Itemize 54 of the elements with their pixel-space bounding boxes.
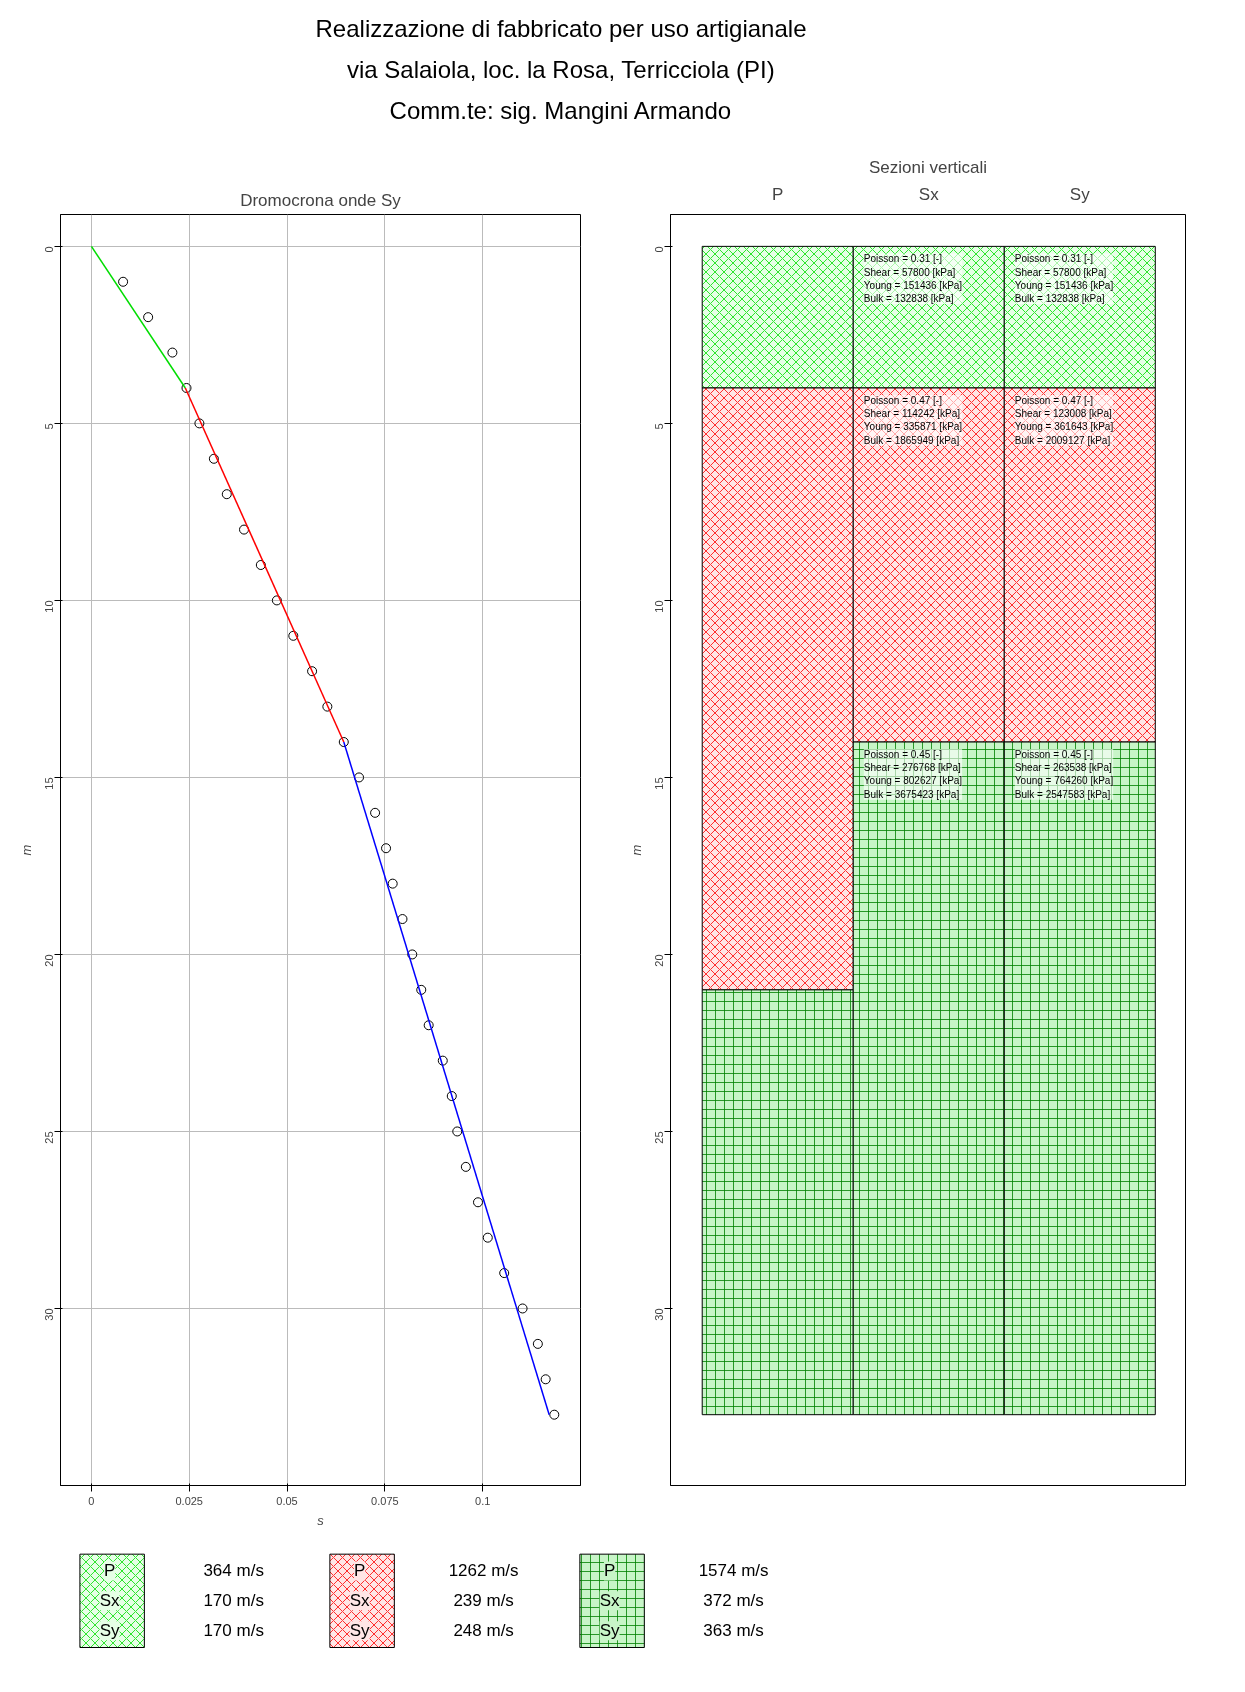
annotation: Poisson = 0.31 [-] Shear = 57800 [kPa] Young = 151436 [kPa] Bulk = 132838 [kPa] — [863, 253, 963, 305]
chart-title: Dromocrona onde Sy — [240, 190, 402, 210]
y-tick-label: 10 — [653, 600, 666, 613]
text: 170 m/s — [203, 1591, 264, 1611]
x-tick-label: 0.1 — [475, 1494, 491, 1507]
text: Realizzazione di fabbricato per uso artigianale — [315, 15, 807, 43]
x-tick-label: 0.025 — [175, 1494, 203, 1507]
chart-title: Sezioni verticali — [868, 157, 988, 177]
y-tick-label: 15 — [43, 777, 56, 790]
x-tick-label: 0.075 — [371, 1494, 399, 1507]
annotation: Poisson = 0.47 [-] Shear = 123008 [kPa] Young = 361643 [kPa] Bulk = 2009127 [kPa] — [1014, 395, 1114, 446]
y-tick-label: 15 — [653, 777, 666, 790]
y-tick-label: 10 — [43, 600, 56, 613]
y-tick-label: 25 — [653, 1131, 666, 1144]
y-tick-label: 0 — [653, 246, 666, 253]
text: 1574 m/s — [698, 1561, 769, 1581]
x-tick-label: Sy — [1069, 184, 1091, 204]
y-axis-title: m — [628, 844, 644, 856]
y-tick-label: 5 — [43, 423, 56, 430]
category-label: Sy — [599, 1621, 620, 1641]
category-label: Sx — [599, 1591, 620, 1611]
x-tick-label: 0.05 — [276, 1494, 298, 1507]
text: 372 m/s — [703, 1591, 764, 1611]
y-tick-label: 30 — [653, 1308, 666, 1321]
text: 1262 m/s — [448, 1561, 519, 1581]
category-label: Sx — [99, 1591, 120, 1611]
y-tick-label: 20 — [653, 954, 666, 967]
annotation: Poisson = 0.47 [-] Shear = 114242 [kPa] Young = 335871 [kPa] Bulk = 1865949 [kPa] — [863, 395, 963, 446]
text: 248 m/s — [453, 1621, 514, 1641]
y-tick-label: 25 — [43, 1131, 56, 1144]
category-label: P — [103, 1561, 116, 1581]
category-label: Sx — [349, 1591, 370, 1611]
y-tick-label: 30 — [43, 1308, 56, 1321]
category-label: P — [353, 1561, 366, 1581]
y-axis-title: m — [18, 844, 34, 856]
x-tick-label: Sx — [918, 184, 940, 204]
text: via Salaiola, loc. la Rosa, Terricciola (PI) — [346, 56, 775, 84]
category-label: Sy — [99, 1621, 120, 1641]
annotation: Poisson = 0.45 [-] Shear = 276768 [kPa] Young = 802627 [kPa] Bulk = 3675423 [kPa] — [863, 749, 963, 800]
text: 239 m/s — [453, 1591, 514, 1611]
annotation: Poisson = 0.45 [-] Shear = 263538 [kPa] Young = 764260 [kPa] Bulk = 2547583 [kPa] — [1014, 749, 1114, 800]
y-tick-label: 20 — [43, 954, 56, 967]
text: 364 m/s — [203, 1561, 264, 1581]
x-axis-title: s — [317, 1512, 325, 1528]
text: 363 m/s — [703, 1621, 764, 1641]
text: Comm.te: sig. Mangini Armando — [389, 97, 732, 125]
y-tick-label: 5 — [653, 423, 666, 430]
x-tick-label: 0 — [88, 1494, 95, 1507]
category-label: Sy — [349, 1621, 370, 1641]
category-label: P — [603, 1561, 616, 1581]
annotation: Poisson = 0.31 [-] Shear = 57800 [kPa] Young = 151436 [kPa] Bulk = 132838 [kPa] — [1014, 253, 1114, 305]
x-tick-label: P — [772, 184, 784, 204]
text: 170 m/s — [203, 1621, 264, 1641]
y-tick-label: 0 — [43, 246, 56, 253]
